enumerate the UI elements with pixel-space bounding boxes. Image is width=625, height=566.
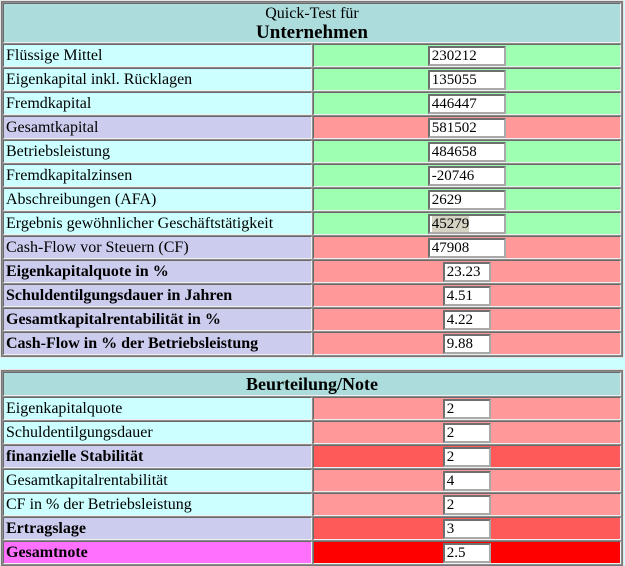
- cell-fremdkapital: 446447: [312, 92, 621, 115]
- table-row: Schuldentilgungsdauer in Jahren 4.51: [3, 284, 621, 307]
- title-line2: Unternehmen: [256, 22, 368, 43]
- table-row: Cash-Flow vor Steuern (CF) 47908: [3, 236, 621, 259]
- cell-note-finanzielle-stabilitaet: 2: [312, 445, 621, 468]
- label-eigenkapitalquote-prozent: Eigenkapitalquote in %: [3, 260, 312, 283]
- cell-fluessige-mittel: 230212: [312, 44, 621, 67]
- cell-gesamtkapital: 581502: [312, 116, 621, 139]
- table-row: Gesamtkapitalrentabilität in % 4.22: [3, 308, 621, 331]
- output-eigenkapitalquote-prozent[interactable]: 23.23: [442, 261, 491, 282]
- title-line1: Quick-Test für: [265, 5, 359, 22]
- label-schuldentilgungsdauer-jahre: Schuldentilgungsdauer in Jahren: [3, 284, 312, 307]
- table-row: Gesamtkapital 581502: [3, 116, 621, 139]
- label-cash-flow-vor-steuern: Cash-Flow vor Steuern (CF): [3, 236, 312, 259]
- output-schuldentilgungsdauer-jahre[interactable]: 4.51: [442, 285, 491, 306]
- table-row: Eigenkapitalquote in % 23.23: [3, 260, 621, 283]
- cell-fremdkapitalzinsen: -20746: [312, 164, 621, 187]
- cell-ergebnis-gewoehnlicher-geschaeftstaetigkeit: 45279: [312, 212, 621, 235]
- beurteilung-table: Beurteilung/Note Eigenkapitalquote 2 Sch…: [0, 369, 624, 566]
- output-cash-flow-prozent-betriebsleistung[interactable]: 9.88: [442, 333, 491, 354]
- cell-cash-flow-prozent-betriebsleistung: 9.88: [312, 332, 621, 355]
- label-betriebsleistung: Betriebsleistung: [3, 140, 312, 163]
- label-fluessige-mittel: Flüssige Mittel: [3, 44, 312, 67]
- cell-betriebsleistung: 484658: [312, 140, 621, 163]
- table-row: Cash-Flow in % der Betriebsleistung 9.88: [3, 332, 621, 355]
- output-gesamtkapitalrentabilitaet-prozent[interactable]: 4.22: [442, 309, 491, 330]
- table-title-cell: Quick-Test für Unternehmen: [3, 3, 621, 43]
- table-row: CF in % der Betriebsleistung 2: [3, 493, 621, 516]
- table-row: Fremdkapital 446447: [3, 92, 621, 115]
- label-note-gesamtnote: Gesamtnote: [3, 541, 312, 564]
- output-note-ertragslage[interactable]: 3: [442, 518, 491, 539]
- cell-note-cf-prozent-betriebsleistung: 2: [312, 493, 621, 516]
- label-note-gesamtkapitalrentabilitaet: Gesamtkapitalrentabilität: [3, 469, 312, 492]
- output-note-finanzielle-stabilitaet[interactable]: 2: [442, 446, 491, 467]
- table-row: Ertragslage 3: [3, 517, 621, 540]
- output-note-cf-prozent-betriebsleistung[interactable]: 2: [442, 494, 491, 515]
- beurteilung-title-cell: Beurteilung/Note: [3, 372, 621, 396]
- input-gesamtkapital[interactable]: 581502: [427, 117, 506, 138]
- cell-note-gesamtnote: 2.5: [312, 541, 621, 564]
- table-row: Flüssige Mittel 230212: [3, 44, 621, 67]
- table-title-row: Quick-Test für Unternehmen: [3, 3, 621, 43]
- label-note-eigenkapitalquote: Eigenkapitalquote: [3, 397, 312, 420]
- table-title-row: Beurteilung/Note: [3, 372, 621, 396]
- table-row: Eigenkapital inkl. Rücklagen 135055: [3, 68, 621, 91]
- cell-gesamtkapitalrentabilitaet-prozent: 4.22: [312, 308, 621, 331]
- label-eigenkapital-inkl-ruecklagen: Eigenkapital inkl. Rücklagen: [3, 68, 312, 91]
- cell-note-ertragslage: 3: [312, 517, 621, 540]
- output-note-gesamtnote[interactable]: 2.5: [442, 542, 491, 563]
- selected-text: 45279: [431, 215, 470, 232]
- input-abschreibungen-afa[interactable]: 2629: [427, 189, 506, 210]
- label-fremdkapitalzinsen: Fremdkapitalzinsen: [3, 164, 312, 187]
- output-note-eigenkapitalquote[interactable]: 2: [442, 398, 491, 419]
- input-cash-flow-vor-steuern[interactable]: 47908: [427, 237, 506, 258]
- output-note-gesamtkapitalrentabilitaet[interactable]: 4: [442, 470, 491, 491]
- quick-test-table: Quick-Test für Unternehmen Flüssige Mitt…: [0, 0, 624, 358]
- table-row: finanzielle Stabilität 2: [3, 445, 621, 468]
- label-abschreibungen-afa: Abschreibungen (AFA): [3, 188, 312, 211]
- label-note-cf-prozent-betriebsleistung: CF in % der Betriebsleistung: [3, 493, 312, 516]
- table-row: Gesamtkapitalrentabilität 4: [3, 469, 621, 492]
- table-row: Eigenkapitalquote 2: [3, 397, 621, 420]
- cell-abschreibungen-afa: 2629: [312, 188, 621, 211]
- label-fremdkapital: Fremdkapital: [3, 92, 312, 115]
- input-betriebsleistung[interactable]: 484658: [427, 141, 506, 162]
- table-row: Schuldentilgungsdauer 2: [3, 421, 621, 444]
- label-note-schuldentilgungsdauer: Schuldentilgungsdauer: [3, 421, 312, 444]
- table-row: Betriebsleistung 484658: [3, 140, 621, 163]
- label-note-ertragslage: Ertragslage: [3, 517, 312, 540]
- cell-eigenkapitalquote-prozent: 23.23: [312, 260, 621, 283]
- cell-note-eigenkapitalquote: 2: [312, 397, 621, 420]
- cell-eigenkapital-inkl-ruecklagen: 135055: [312, 68, 621, 91]
- table-row: Ergebnis gewöhnlicher Geschäftstätigkeit…: [3, 212, 621, 235]
- input-fremdkapitalzinsen[interactable]: -20746: [427, 165, 506, 186]
- table-row: Abschreibungen (AFA) 2629: [3, 188, 621, 211]
- table-row: Fremdkapitalzinsen -20746: [3, 164, 621, 187]
- input-eigenkapital-inkl-ruecklagen[interactable]: 135055: [427, 69, 506, 90]
- input-ergebnis-gewoehnlicher-geschaeftstaetigkeit[interactable]: 45279: [427, 213, 506, 234]
- cell-note-schuldentilgungsdauer: 2: [312, 421, 621, 444]
- label-gesamtkapital: Gesamtkapital: [3, 116, 312, 139]
- table-row: Gesamtnote 2.5: [3, 541, 621, 564]
- label-ergebnis-gewoehnlicher-geschaeftstaetigkeit: Ergebnis gewöhnlicher Geschäftstätigkeit: [3, 212, 312, 235]
- label-cash-flow-prozent-betriebsleistung: Cash-Flow in % der Betriebsleistung: [3, 332, 312, 355]
- label-gesamtkapitalrentabilitaet-prozent: Gesamtkapitalrentabilität in %: [3, 308, 312, 331]
- input-fluessige-mittel[interactable]: 230212: [427, 45, 506, 66]
- output-note-schuldentilgungsdauer[interactable]: 2: [442, 422, 491, 443]
- input-fremdkapital[interactable]: 446447: [427, 93, 506, 114]
- cell-schuldentilgungsdauer-jahre: 4.51: [312, 284, 621, 307]
- cell-note-gesamtkapitalrentabilitaet: 4: [312, 469, 621, 492]
- label-note-finanzielle-stabilitaet: finanzielle Stabilität: [3, 445, 312, 468]
- cell-cash-flow-vor-steuern: 47908: [312, 236, 621, 259]
